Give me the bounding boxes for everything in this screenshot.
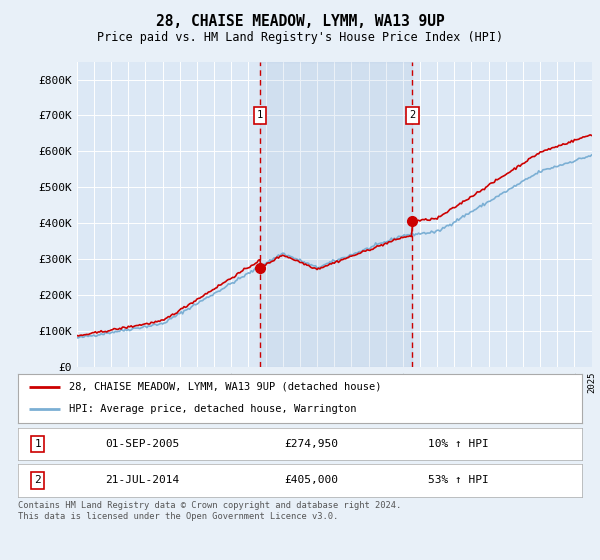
Text: 2: 2 [34, 475, 41, 486]
Text: Price paid vs. HM Land Registry's House Price Index (HPI): Price paid vs. HM Land Registry's House … [97, 31, 503, 44]
Text: 28, CHAISE MEADOW, LYMM, WA13 9UP (detached house): 28, CHAISE MEADOW, LYMM, WA13 9UP (detac… [69, 382, 381, 392]
Text: Contains HM Land Registry data © Crown copyright and database right 2024.
This d: Contains HM Land Registry data © Crown c… [18, 501, 401, 521]
Text: 21-JUL-2014: 21-JUL-2014 [105, 475, 179, 486]
Text: 28, CHAISE MEADOW, LYMM, WA13 9UP: 28, CHAISE MEADOW, LYMM, WA13 9UP [155, 14, 445, 29]
Text: 53% ↑ HPI: 53% ↑ HPI [428, 475, 488, 486]
Text: HPI: Average price, detached house, Warrington: HPI: Average price, detached house, Warr… [69, 404, 356, 414]
Text: 10% ↑ HPI: 10% ↑ HPI [428, 439, 488, 449]
Bar [260, 62, 412, 367]
Text: 1: 1 [257, 110, 263, 120]
Text: £405,000: £405,000 [284, 475, 338, 486]
Text: 01-SEP-2005: 01-SEP-2005 [105, 439, 179, 449]
Text: 1: 1 [34, 439, 41, 449]
Text: 2: 2 [409, 110, 415, 120]
Text: £274,950: £274,950 [284, 439, 338, 449]
